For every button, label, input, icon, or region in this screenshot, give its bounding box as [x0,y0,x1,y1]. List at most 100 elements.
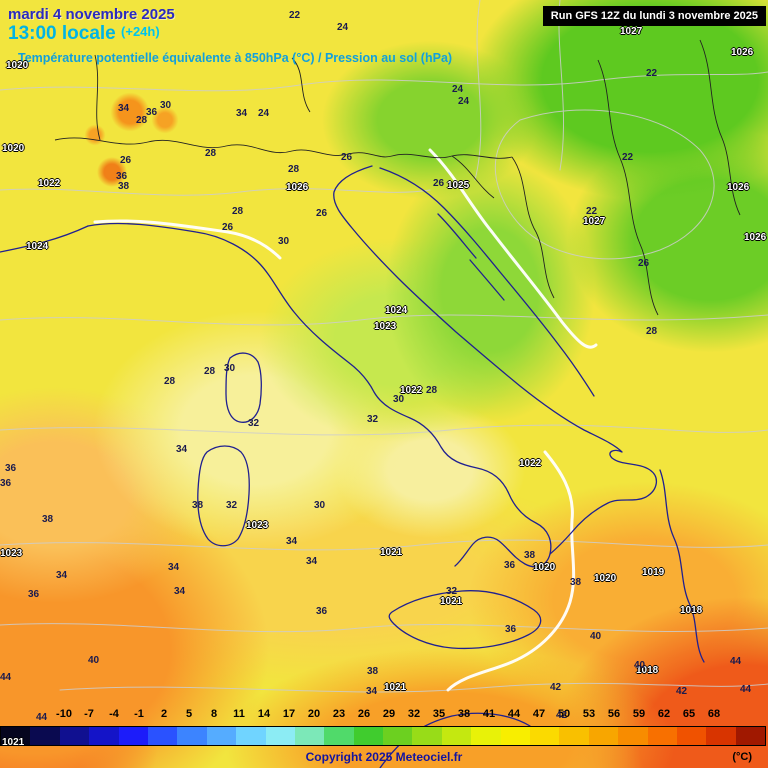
temperature-label: 22 [622,152,634,163]
pressure-label: 1026 [744,232,767,243]
temperature-label: 36 [28,589,40,600]
colorbar-tick: 23 [332,708,346,720]
colorbar-tick: 35 [432,708,446,720]
pressure-label: 1022 [400,385,423,396]
colorbar-tick: 53 [582,708,596,720]
unit-label: (°C) [732,751,752,763]
colorbar-tick: 14 [257,708,271,720]
pressure-label: 1022 [38,178,61,189]
colorbar-tick: 41 [482,708,496,720]
temperature-label: 30 [393,394,405,405]
pressure-label: 1026 [731,47,754,58]
temperature-label: 34 [366,686,378,697]
pressure-label: 1023 [246,520,269,531]
colorbar-cell [500,727,531,745]
colorbar-tick: 44 [507,708,521,720]
colorbar-cell [588,727,619,745]
temperature-label: 36 [5,463,17,474]
colorbar-tick: 8 [210,708,218,720]
colorbar-tick: 47 [532,708,546,720]
temperature-label: 32 [446,586,458,597]
temperature-label: 40 [88,655,100,666]
colorbar-tick: 68 [707,708,721,720]
colorbar-cell [441,727,472,745]
colorbar-tick: 5 [185,708,193,720]
temperature-label: 26 [222,222,234,233]
pressure-label: 1022 [519,458,542,469]
temperature-label: 22 [646,68,658,79]
pressure-label: 1021 [440,596,463,607]
temperature-label: 34 [286,536,298,547]
temperature-label: 34 [176,444,188,455]
temperature-label: 34 [168,562,180,573]
temperature-label: 38 [367,666,379,677]
map-title: Température potentielle équivalente à 85… [18,51,453,66]
colorbar-cell [236,727,266,745]
forecast-header: mardi 4 novembre 2025 13:00 locale (+24h… [8,6,452,65]
colorbar-tick: 56 [607,708,621,720]
temperature-label: 26 [638,258,650,269]
temperature-label: 24 [452,84,464,95]
colorbar-cell [353,727,384,745]
temperature-label: 36 [504,560,516,571]
pressure-label: 1026 [727,182,750,193]
colorbar-tick: 26 [357,708,371,720]
temperature-label: 40 [590,631,602,642]
colorbar-tick: 50 [557,708,571,720]
temperature-label: 44 [730,656,742,667]
temperature-label: 30 [224,363,236,374]
temperature-label: 32 [226,500,238,511]
colorbar-tick: -7 [84,708,94,720]
front-lines [93,148,598,692]
model-run-info: Run GFS 12Z du lundi 3 novembre 2025 [542,6,766,26]
temperature-label: 44 [740,684,752,695]
temperature-label: 28 [426,385,438,396]
colorbar-tick: -4 [109,708,119,720]
pressure-label: 1025 [447,180,470,191]
pressure-label: 1021 [384,682,407,693]
temperature-label: 38 [42,514,54,525]
colorbar-tick: 38 [457,708,471,720]
pressure-label: 1023 [0,548,23,559]
colorbar-tick: 62 [657,708,671,720]
footer-line: Copyright 2025 Meteociel.fr (°C) [0,748,768,768]
colorbar-cell [1,727,31,745]
temperature-label: 40 [634,660,646,671]
temperature-label: 38 [192,500,204,511]
pressure-label: 1027 [620,26,643,37]
colorbar-tick: 29 [382,708,396,720]
temperature-label: 44 [0,672,12,683]
temperature-label: 30 [160,100,172,111]
temperature-label: 36 [505,624,517,635]
colorbar-tick: 59 [632,708,646,720]
temperature-label: 44 [36,712,48,723]
temperature-label: 26 [433,178,445,189]
colorbar-tick: 32 [407,708,421,720]
temperature-label: 42 [556,710,568,721]
colorbar-cell [294,727,325,745]
pressure-label: 1019 [642,567,665,578]
forecast-offset: (+24h) [121,24,160,40]
temperature-label: 26 [120,155,132,166]
pressure-label: 1020 [533,562,556,573]
pressure-label: 1027 [583,216,606,227]
temperature-label: 34 [174,586,186,597]
colorbar-tick: 17 [282,708,296,720]
temperature-label: 28 [205,148,217,159]
colorbar-cell [118,727,148,745]
pressure-label: 1021 [380,547,403,558]
pressure-label: 1020 [6,60,29,71]
copyright-text: Copyright 2025 Meteociel.fr [305,750,463,764]
colorbar-cell [206,727,237,745]
color-scale: -10 -7 -4 -1 2 5 8 11 14 17 20 23 26 29 32 35 38 41 44 47 50… [0,708,768,768]
temperature-label: 34 [56,570,68,581]
colorbar-cell [530,727,560,745]
pressure-label: 1024 [26,241,49,252]
colorbar-cell [89,727,119,745]
pressure-label: 1021 [2,737,25,748]
temperature-label: 34 [118,103,130,114]
pressure-label: 1020 [594,573,617,584]
temperature-label: 42 [550,682,562,693]
